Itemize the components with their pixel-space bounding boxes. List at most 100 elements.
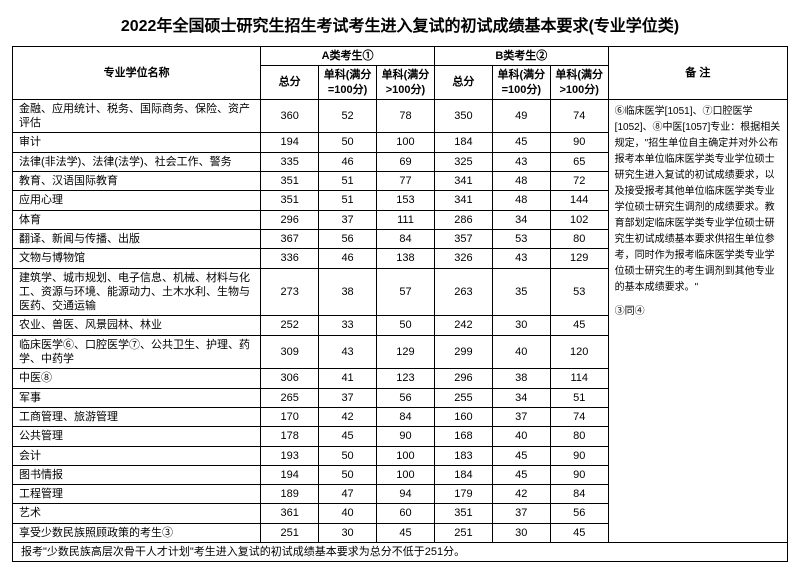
score-b-cell: 296 xyxy=(434,369,492,388)
score-a-cell: 84 xyxy=(377,229,435,248)
score-a-cell: 178 xyxy=(261,427,319,446)
score-b-cell: 357 xyxy=(434,229,492,248)
degree-name-cell: 建筑学、城市规划、电子信息、机械、材料与化工、资源与环境、能源动力、土木水利、生… xyxy=(13,268,261,316)
score-b-cell: 34 xyxy=(492,210,550,229)
score-b-cell: 42 xyxy=(492,485,550,504)
score-a-cell: 100 xyxy=(377,465,435,484)
score-b-cell: 74 xyxy=(550,407,608,426)
score-a-cell: 52 xyxy=(319,99,377,133)
score-b-cell: 351 xyxy=(434,504,492,523)
notes-extra: ③同④ xyxy=(615,304,781,320)
score-b-cell: 184 xyxy=(434,133,492,152)
score-a-cell: 51 xyxy=(319,172,377,191)
score-a-cell: 56 xyxy=(319,229,377,248)
score-a-cell: 336 xyxy=(261,249,319,268)
degree-name-cell: 公共管理 xyxy=(13,427,261,446)
score-a-cell: 50 xyxy=(319,446,377,465)
score-b-cell: 45 xyxy=(550,523,608,542)
score-b-cell: 341 xyxy=(434,172,492,191)
score-a-cell: 265 xyxy=(261,388,319,407)
score-a-cell: 360 xyxy=(261,99,319,133)
degree-name-cell: 临床医学⑥、口腔医学⑦、公共卫生、护理、药学、中药学 xyxy=(13,335,261,369)
score-b-cell: 299 xyxy=(434,335,492,369)
score-b-cell: 45 xyxy=(492,465,550,484)
header-a-subover100: 单科(满分>100分) xyxy=(377,66,435,100)
score-b-cell: 350 xyxy=(434,99,492,133)
score-b-cell: 48 xyxy=(492,172,550,191)
header-degree-name: 专业学位名称 xyxy=(13,47,261,100)
score-b-cell: 325 xyxy=(434,152,492,171)
score-a-cell: 57 xyxy=(377,268,435,316)
score-a-cell: 37 xyxy=(319,210,377,229)
score-b-cell: 49 xyxy=(492,99,550,133)
score-a-cell: 194 xyxy=(261,465,319,484)
score-b-cell: 45 xyxy=(492,133,550,152)
score-b-cell: 40 xyxy=(492,335,550,369)
score-a-cell: 50 xyxy=(319,133,377,152)
score-b-cell: 90 xyxy=(550,446,608,465)
degree-name-cell: 审计 xyxy=(13,133,261,152)
score-b-cell: 251 xyxy=(434,523,492,542)
score-a-cell: 45 xyxy=(377,523,435,542)
header-group-b: B类考生② xyxy=(434,47,608,66)
score-b-cell: 80 xyxy=(550,427,608,446)
score-b-cell: 120 xyxy=(550,335,608,369)
score-b-cell: 168 xyxy=(434,427,492,446)
degree-name-cell: 体育 xyxy=(13,210,261,229)
score-a-cell: 69 xyxy=(377,152,435,171)
score-b-cell: 51 xyxy=(550,388,608,407)
score-a-cell: 84 xyxy=(377,407,435,426)
score-b-cell: 40 xyxy=(492,427,550,446)
degree-name-cell: 会计 xyxy=(13,446,261,465)
score-a-cell: 45 xyxy=(319,427,377,446)
degree-name-cell: 教育、汉语国际教育 xyxy=(13,172,261,191)
score-b-cell: 45 xyxy=(492,446,550,465)
score-a-cell: 42 xyxy=(319,407,377,426)
score-b-cell: 179 xyxy=(434,485,492,504)
degree-name-cell: 军事 xyxy=(13,388,261,407)
header-a-total: 总分 xyxy=(261,66,319,100)
score-b-cell: 74 xyxy=(550,99,608,133)
score-b-cell: 72 xyxy=(550,172,608,191)
degree-name-cell: 应用心理 xyxy=(13,191,261,210)
score-a-cell: 60 xyxy=(377,504,435,523)
score-b-cell: 90 xyxy=(550,465,608,484)
header-a-sub100: 单科(满分=100分) xyxy=(319,66,377,100)
score-a-cell: 193 xyxy=(261,446,319,465)
score-a-cell: 273 xyxy=(261,268,319,316)
score-b-cell: 34 xyxy=(492,388,550,407)
score-b-cell: 35 xyxy=(492,268,550,316)
score-a-cell: 138 xyxy=(377,249,435,268)
score-a-cell: 78 xyxy=(377,99,435,133)
score-b-cell: 129 xyxy=(550,249,608,268)
score-b-cell: 90 xyxy=(550,133,608,152)
score-b-cell: 37 xyxy=(492,407,550,426)
degree-name-cell: 享受少数民族照顾政策的考生③ xyxy=(13,523,261,542)
score-a-cell: 40 xyxy=(319,504,377,523)
score-a-cell: 361 xyxy=(261,504,319,523)
degree-name-cell: 工商管理、旅游管理 xyxy=(13,407,261,426)
score-table: 专业学位名称 A类考生① B类考生② 备 注 总分 单科(满分=100分) 单科… xyxy=(12,46,788,562)
degree-name-cell: 工程管理 xyxy=(13,485,261,504)
score-a-cell: 251 xyxy=(261,523,319,542)
score-a-cell: 94 xyxy=(377,485,435,504)
notes-cell: ⑥临床医学[1051]、⑦口腔医学[1052]、⑧中医[1057]专业：根据相关… xyxy=(608,99,787,542)
score-b-cell: 184 xyxy=(434,465,492,484)
header-b-sub100: 单科(满分=100分) xyxy=(492,66,550,100)
score-a-cell: 153 xyxy=(377,191,435,210)
score-a-cell: 43 xyxy=(319,335,377,369)
footnote: 报考"少数民族高层次骨干人才计划"考生进入复试的初试成绩基本要求为总分不低于25… xyxy=(13,543,788,562)
score-b-cell: 56 xyxy=(550,504,608,523)
score-a-cell: 56 xyxy=(377,388,435,407)
header-b-subover100: 单科(满分>100分) xyxy=(550,66,608,100)
score-a-cell: 194 xyxy=(261,133,319,152)
score-b-cell: 30 xyxy=(492,316,550,335)
degree-name-cell: 法律(非法学)、法律(法学)、社会工作、警务 xyxy=(13,152,261,171)
notes-text: ⑥临床医学[1051]、⑦口腔医学[1052]、⑧中医[1057]专业：根据相关… xyxy=(615,104,781,296)
header-notes: 备 注 xyxy=(608,47,787,100)
score-a-cell: 37 xyxy=(319,388,377,407)
score-a-cell: 77 xyxy=(377,172,435,191)
score-a-cell: 309 xyxy=(261,335,319,369)
score-b-cell: 43 xyxy=(492,152,550,171)
degree-name-cell: 翻译、新闻与传播、出版 xyxy=(13,229,261,248)
